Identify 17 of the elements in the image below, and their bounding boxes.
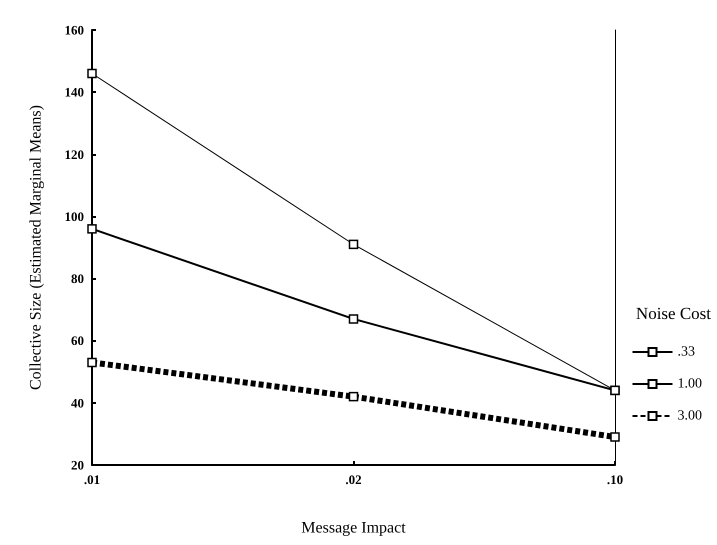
y-tick-label: 160	[64, 22, 84, 38]
y-axis-title: Collective Size (Estimated Marginal Means)	[28, 105, 44, 390]
y-tick-label: 140	[64, 84, 84, 100]
y-tick-label: 60	[71, 333, 84, 348]
x-tick-label: .01	[84, 472, 100, 487]
y-tick-label: 40	[71, 395, 84, 410]
y-tick-label: 80	[71, 271, 84, 286]
legend-title: Noise Cost	[636, 304, 712, 323]
y-tick-label: 120	[64, 146, 84, 162]
legend-label: .33	[678, 344, 695, 360]
legend-label: 1.00	[678, 376, 702, 392]
x-tick-label: .10	[606, 472, 624, 487]
y-tick-label: 100	[64, 208, 84, 224]
x-axis-title: Message Impact	[301, 520, 406, 536]
y-tick-label: 20	[71, 458, 84, 472]
x-tick-label: .02	[345, 472, 362, 487]
legend-label: 3.00	[678, 408, 702, 424]
